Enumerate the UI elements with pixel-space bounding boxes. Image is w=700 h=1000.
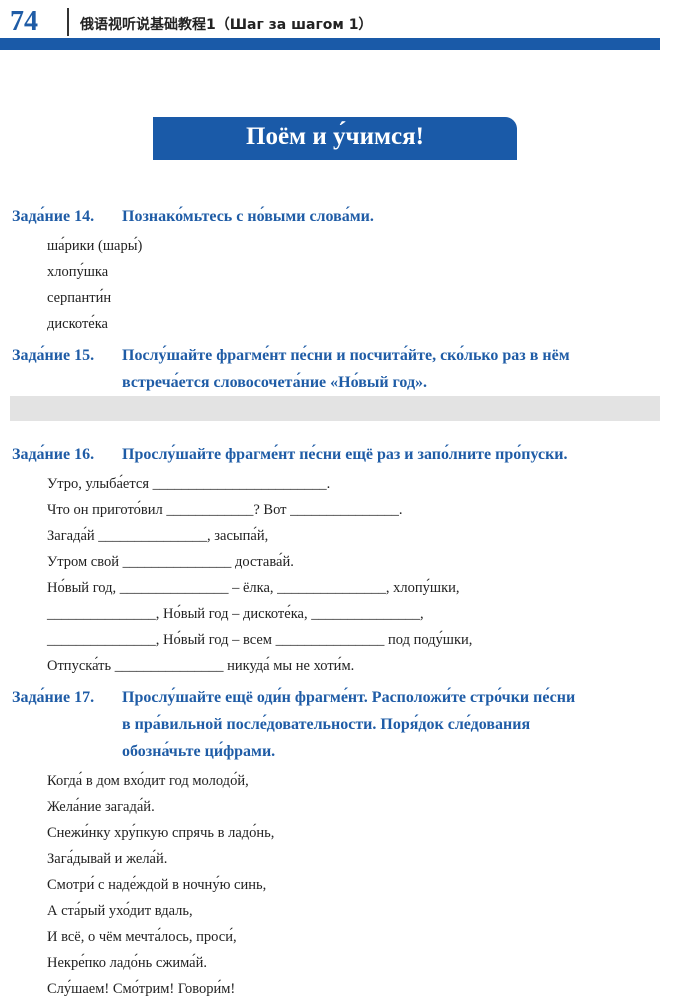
task-label: Зада́ние 16.	[12, 446, 95, 463]
item-line: Утром свой _______________ достава́й.	[47, 554, 294, 570]
item-line: хлопу́шка	[47, 264, 109, 280]
item-line: дискоте́ка	[47, 316, 108, 332]
item-line: Утро, улыба́ется _______________________…	[47, 476, 331, 492]
task-instruction: Познако́мьтесь с но́выми слова́ми.	[122, 208, 374, 225]
banner	[153, 117, 517, 160]
header-title: 俄语视听说基础教程1（Шаг за шагом 1）	[80, 17, 373, 33]
item-line: серпанти́н	[47, 290, 112, 306]
task-label: Зада́ние 14.	[12, 208, 95, 225]
item-line: ша́рики (шары́)	[47, 238, 143, 254]
item-line: И всё, о чём мечта́лось, проси́,	[47, 929, 237, 945]
task-label: Зада́ние 17.	[12, 689, 95, 706]
item-line: Смотри́ с наде́ждой в ночну́ю синь,	[47, 877, 267, 893]
item-line: Загада́й _______________, засыпа́й,	[47, 528, 269, 544]
item-line: _______________, Но́вый год – всем _____…	[47, 632, 473, 648]
task-instruction: в пра́вильной после́довательности. Поря́…	[122, 716, 531, 733]
item-line: Отпуска́ть _______________ никуда́ мы не…	[47, 658, 355, 674]
item-line: Что он пригото́вил ____________? Вот ___…	[47, 502, 403, 518]
item-line: Снежи́нку хру́пкую спрячь в ладо́нь,	[47, 825, 275, 841]
task-instruction: Прослу́шайте фрагме́нт пе́сни ещё раз и …	[122, 446, 568, 463]
page-number: 74	[10, 6, 38, 37]
header-bar	[0, 38, 660, 50]
item-line: Слу́шаем! Смо́трим! Говори́м!	[47, 981, 236, 997]
item-line: А ста́рый ухо́дит вдаль,	[47, 903, 193, 919]
task-instruction: Послу́шайте фрагме́нт пе́сни и посчита́й…	[122, 347, 570, 364]
item-line: Когда́ в дом вхо́дит год молодо́й,	[47, 773, 249, 789]
item-line: _______________, Но́вый год – дискоте́ка…	[47, 606, 424, 622]
task-instruction: обозна́чьте ци́фрами.	[122, 743, 276, 760]
item-line: Жела́ние загада́й.	[47, 799, 155, 815]
header-divider	[67, 8, 69, 36]
item-line: Но́вый год, _______________ – ёлка, ____…	[47, 580, 460, 596]
answer-area	[10, 396, 660, 421]
banner-title: Поём и у́чимся!	[246, 123, 424, 150]
task-label: Зада́ние 15.	[12, 347, 95, 364]
task-instruction: встреча́ется словосочета́ние «Но́вый год…	[122, 374, 428, 391]
task-instruction: Прослу́шайте ещё оди́н фрагме́нт. Распол…	[122, 689, 576, 706]
item-line: Зага́дывай и жела́й.	[47, 851, 168, 867]
item-line: Некре́пко ладо́нь сжима́й.	[47, 955, 207, 971]
